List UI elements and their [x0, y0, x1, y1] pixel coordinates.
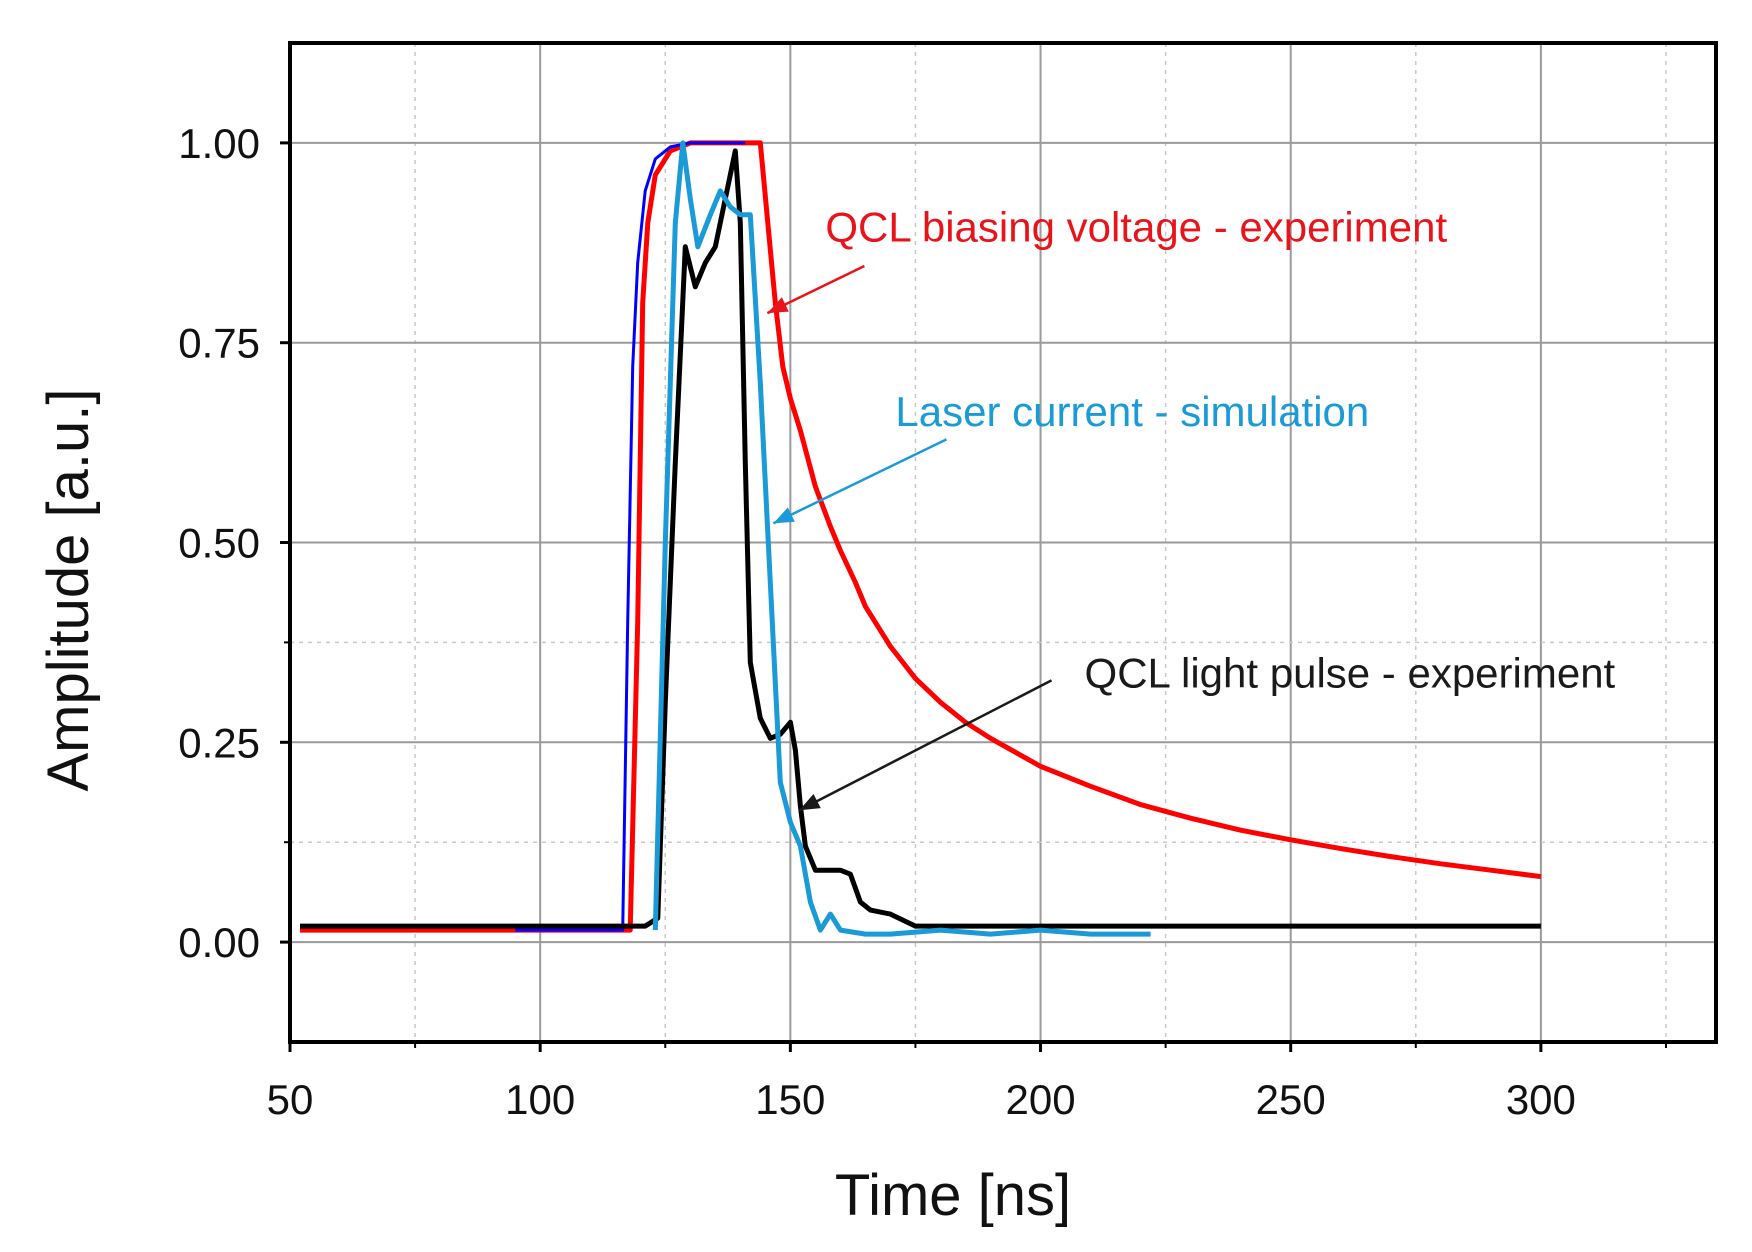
y-tick-label: 0.00 [178, 919, 260, 966]
y-axis-title: Amplitude [a.u.] [36, 389, 101, 792]
ticks: 50 100 150 200 250 300 0.00 0.25 0.50 0.75 1.00 [178, 120, 1667, 1123]
arrowhead-icon [767, 297, 789, 314]
arrowhead-icon [773, 507, 795, 524]
x-tick-label: 300 [1506, 1076, 1576, 1123]
x-axis-title: Time [ns] [835, 1163, 1071, 1228]
y-tick-label: 0.50 [178, 520, 260, 567]
x-tick-label: 150 [755, 1076, 825, 1123]
annotation-arrow [772, 438, 948, 525]
annotation-arrow [798, 679, 1053, 812]
y-tick-label: 1.00 [178, 120, 260, 167]
annotation-label: QCL biasing voltage - experiment [825, 204, 1447, 251]
series-group [300, 140, 1542, 937]
x-tick-label: 200 [1005, 1076, 1075, 1123]
annotations: QCL biasing voltage - experiment Laser cu… [766, 204, 1616, 812]
grid [289, 43, 1716, 1042]
series-line-4 [652, 140, 1151, 937]
y-tick-label: 0.25 [178, 719, 260, 766]
x-tick-label: 100 [505, 1076, 575, 1123]
y-tick-label: 0.75 [178, 320, 260, 367]
series-line-1 [300, 140, 1542, 933]
x-tick-label: 50 [267, 1076, 314, 1123]
annotation-label: QCL light pulse - experiment [1085, 650, 1616, 697]
series-line-3 [300, 148, 1541, 929]
arrowhead-icon [799, 793, 821, 811]
x-tick-label: 250 [1256, 1076, 1326, 1123]
annotation-label: Laser current - simulation [895, 388, 1369, 435]
